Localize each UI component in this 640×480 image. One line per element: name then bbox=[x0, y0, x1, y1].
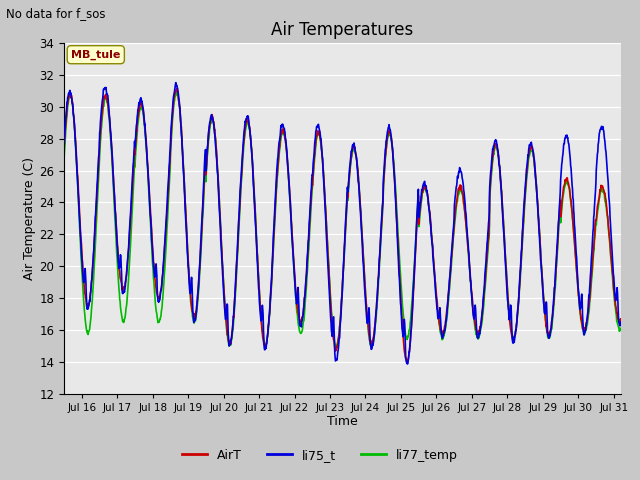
Title: Air Temperatures: Air Temperatures bbox=[271, 21, 413, 39]
Y-axis label: Air Temperature (C): Air Temperature (C) bbox=[24, 157, 36, 280]
Legend: AirT, li75_t, li77_temp: AirT, li75_t, li77_temp bbox=[177, 444, 463, 467]
Text: MB_tule: MB_tule bbox=[71, 49, 120, 60]
X-axis label: Time: Time bbox=[327, 415, 358, 429]
Text: No data for f_sos: No data for f_sos bbox=[6, 7, 106, 20]
